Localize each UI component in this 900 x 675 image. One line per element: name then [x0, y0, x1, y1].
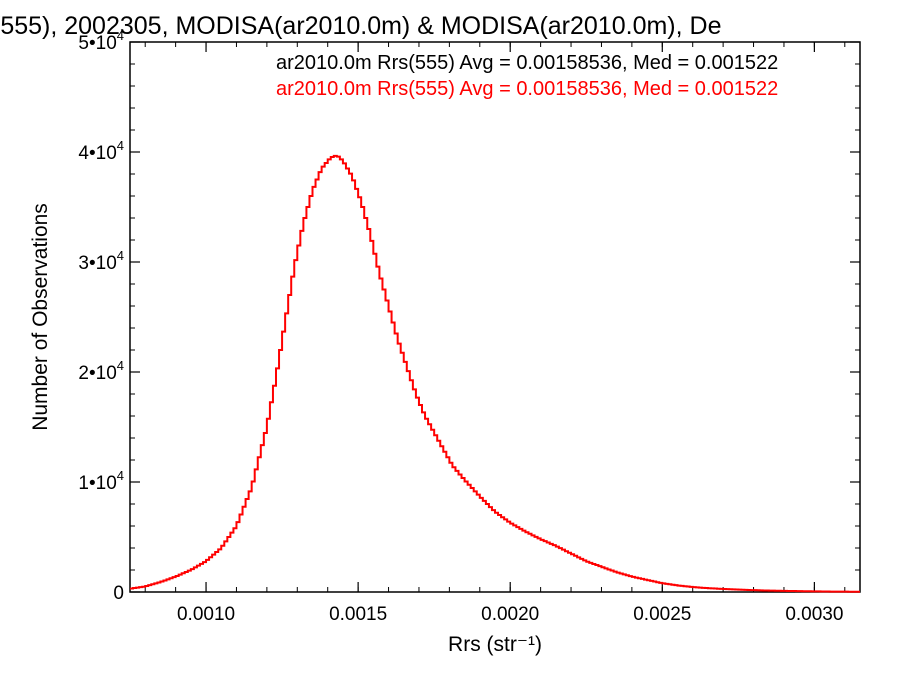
- legend-annotation-red: ar2010.0m Rrs(555) Avg = 0.00158536, Med…: [276, 78, 778, 100]
- x-tick-labels: 0.0010 0.0015 0.0020 0.0025 0.0030: [177, 604, 843, 625]
- plot-frame: [129, 41, 861, 593]
- histogram-series-line: [130, 154, 860, 593]
- y-tick-label: 2•104: [78, 358, 124, 384]
- x-tick-label: 0.0030: [785, 604, 843, 625]
- y-tick-label: 1•104: [78, 468, 124, 494]
- legend-annotation-black: ar2010.0m Rrs(555) Avg = 0.00158536, Med…: [276, 52, 778, 74]
- y-tick-label: 5•104: [78, 28, 124, 54]
- y-tick-label: 3•104: [78, 248, 124, 274]
- x-tick-label: 0.0025: [633, 604, 691, 625]
- x-axis-label: Rrs (str⁻¹): [448, 633, 542, 656]
- y-tick-labels: 0 1•104 2•104 3•104 4•104 5•104: [78, 28, 124, 604]
- y-tick-label: 0: [113, 583, 124, 604]
- y-tick-label: 4•104: [78, 138, 124, 164]
- x-tick-label: 0.0010: [177, 604, 235, 625]
- chart-title: (555), 2002305, MODISA(ar2010.0m) & MODI…: [0, 12, 721, 40]
- x-tick-label: 0.0020: [481, 604, 539, 625]
- y-axis-label: Number of Observations: [29, 203, 52, 431]
- x-tick-label: 0.0015: [329, 604, 387, 625]
